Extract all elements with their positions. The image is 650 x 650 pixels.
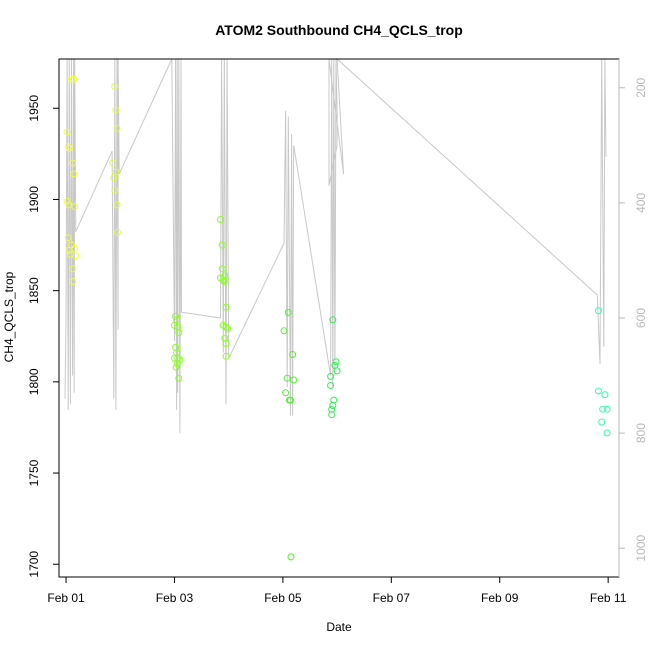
data-point bbox=[65, 144, 73, 152]
y-axis-title: CH4_QCLS_trop bbox=[2, 271, 16, 362]
y-tick-label: 1950 bbox=[27, 95, 41, 122]
data-point bbox=[287, 396, 294, 404]
x-tick-label: Feb 01 bbox=[47, 591, 85, 605]
data-point bbox=[222, 303, 230, 311]
y-tick-label: 1750 bbox=[27, 459, 41, 486]
data-point bbox=[173, 360, 181, 368]
data-point bbox=[69, 265, 77, 273]
x-axis: Feb 01 Feb 03 Feb 05 Feb 07 Feb 09 Feb 11 bbox=[47, 577, 627, 605]
data-point bbox=[603, 429, 611, 437]
data-point bbox=[599, 405, 607, 413]
x-tick-label: Feb 07 bbox=[373, 591, 411, 605]
data-point bbox=[175, 374, 183, 382]
x-tick-label: Feb 11 bbox=[590, 591, 627, 605]
data-point bbox=[70, 75, 78, 83]
data-point bbox=[70, 170, 78, 178]
data-point bbox=[172, 363, 180, 371]
right-tick-label: 400 bbox=[634, 193, 648, 213]
y-tick-label: 1900 bbox=[27, 186, 41, 213]
data-point bbox=[603, 405, 611, 413]
data-point bbox=[113, 201, 121, 209]
y-axis: 1700 1750 1800 1850 1900 1950 bbox=[27, 95, 59, 578]
data-point bbox=[217, 216, 224, 223]
data-point bbox=[287, 553, 295, 561]
data-point bbox=[290, 376, 298, 384]
right-pressure-axis: 200 400 600 800 1000 bbox=[618, 59, 648, 577]
data-points-layer bbox=[63, 75, 611, 561]
data-point bbox=[333, 367, 341, 375]
right-tick-label: 600 bbox=[634, 308, 648, 328]
data-point bbox=[71, 203, 79, 211]
data-point bbox=[64, 234, 72, 242]
data-point bbox=[329, 316, 337, 324]
right-tick-label: 1000 bbox=[634, 535, 648, 562]
data-point bbox=[112, 168, 120, 176]
data-point bbox=[222, 340, 230, 347]
data-point bbox=[283, 374, 291, 382]
data-point bbox=[327, 372, 335, 380]
data-point bbox=[111, 82, 119, 90]
data-point bbox=[284, 309, 292, 316]
data-point bbox=[63, 197, 71, 205]
x-tick-label: Feb 09 bbox=[481, 591, 519, 605]
data-point bbox=[218, 241, 226, 249]
data-point bbox=[594, 387, 602, 395]
chart-title: ATOM2 Southbound CH4_QCLS_trop bbox=[215, 22, 463, 38]
data-point bbox=[71, 245, 79, 253]
data-point bbox=[332, 358, 340, 366]
data-point bbox=[329, 402, 337, 409]
x-tick-label: Feb 03 bbox=[156, 591, 194, 605]
data-point bbox=[594, 307, 602, 315]
data-point bbox=[72, 252, 80, 260]
data-point bbox=[111, 186, 119, 194]
data-point bbox=[69, 159, 77, 167]
data-point bbox=[63, 128, 71, 136]
data-point bbox=[328, 411, 336, 419]
y-tick-label: 1850 bbox=[27, 277, 41, 304]
data-point bbox=[222, 323, 230, 331]
data-point bbox=[175, 329, 183, 337]
data-point bbox=[218, 265, 226, 273]
data-point bbox=[69, 278, 77, 285]
data-point bbox=[68, 75, 75, 83]
y-tick-label: 1700 bbox=[27, 551, 41, 578]
data-point bbox=[172, 312, 180, 320]
x-axis-title: Date bbox=[326, 620, 352, 634]
data-point bbox=[224, 325, 232, 333]
data-point bbox=[114, 228, 121, 236]
data-point bbox=[601, 391, 609, 399]
data-point bbox=[220, 278, 228, 285]
data-point bbox=[113, 124, 121, 132]
right-tick-label: 800 bbox=[634, 423, 648, 443]
data-point bbox=[109, 159, 117, 167]
right-tick-label: 200 bbox=[634, 77, 648, 97]
y-tick-label: 1800 bbox=[27, 368, 41, 395]
data-point bbox=[222, 352, 230, 360]
data-point bbox=[598, 418, 606, 426]
data-point bbox=[282, 389, 290, 397]
data-point bbox=[280, 327, 288, 335]
data-point bbox=[112, 106, 120, 114]
data-point bbox=[289, 351, 297, 358]
x-tick-label: Feb 05 bbox=[264, 591, 302, 605]
data-point bbox=[327, 382, 335, 389]
